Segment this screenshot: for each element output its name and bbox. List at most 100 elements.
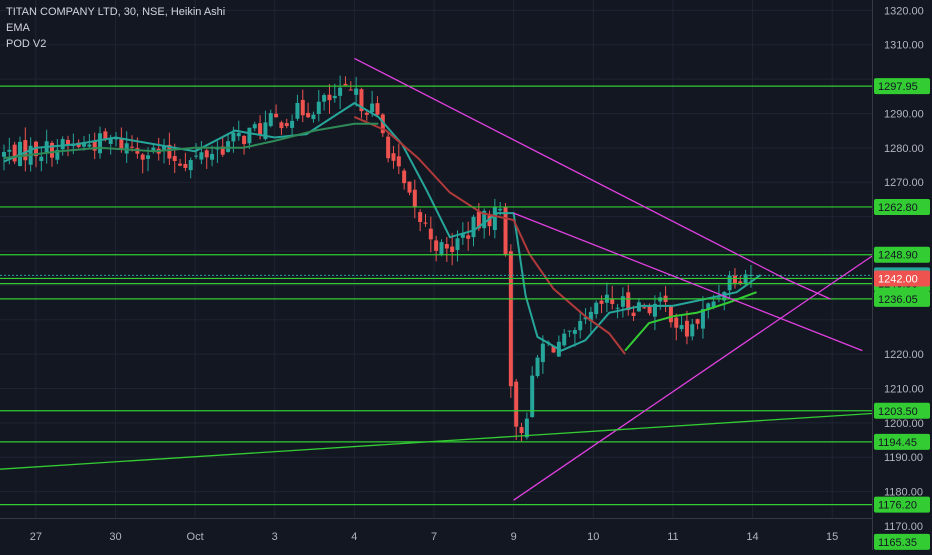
level-tag-bg: [874, 246, 930, 263]
candle-body: [412, 189, 417, 208]
candle-body: [535, 357, 540, 377]
candle-body: [668, 306, 673, 323]
candle-body: [188, 160, 193, 171]
candle-body: [146, 155, 151, 159]
ref-price-tag: 1242.00: [874, 270, 930, 287]
candle-body: [439, 242, 444, 255]
candle-body: [199, 152, 204, 160]
y-tick-label: 1190.00: [884, 452, 923, 464]
x-tick-label: 30: [109, 531, 121, 543]
candle-body: [263, 122, 268, 140]
x-ticks: 27 30 Oct 3 4 7 9 10 11 14 15: [30, 531, 839, 543]
ma-line-1: [354, 115, 626, 355]
candle-body: [348, 89, 353, 91]
candle-body: [268, 113, 273, 127]
x-tick-label: 15: [826, 531, 838, 543]
candle-body: [306, 112, 311, 118]
indicator-ema: EMA: [6, 22, 30, 34]
trendline-2: [513, 255, 873, 501]
candle-body: [284, 123, 289, 127]
candle-body: [247, 127, 252, 144]
candle-body: [108, 138, 113, 144]
candle-body: [594, 302, 599, 315]
level-tag-bg: [874, 78, 930, 95]
y-ticks: 1320.00 1310.00 1290.00 1280.00 1270.00 1220.…: [884, 5, 924, 533]
level-tag-text: 1165.35: [878, 537, 917, 549]
candle-body: [39, 156, 44, 162]
candle-body: [103, 131, 108, 139]
y-tick-label: 1200.00: [884, 418, 924, 430]
candle-body: [540, 343, 545, 363]
candle-body: [300, 99, 305, 116]
candle-body: [375, 103, 380, 115]
level-tag-text: 1194.45: [878, 437, 917, 449]
candle-body: [226, 141, 231, 152]
candle-body: [524, 418, 529, 438]
candle-body: [732, 275, 737, 284]
x-tick-label: 14: [746, 531, 758, 543]
level-tag: 1297.95: [874, 78, 930, 95]
candle-body: [455, 238, 460, 251]
candle-body: [466, 235, 471, 239]
y-tick-label: 1170.00: [884, 521, 923, 533]
candle-body: [258, 123, 263, 136]
candle-body: [167, 144, 172, 159]
candle-body: [551, 346, 556, 353]
x-tick-label: 10: [587, 531, 599, 543]
candle-body: [519, 427, 524, 434]
candle-body: [33, 141, 38, 157]
candle-body: [178, 163, 183, 166]
candle-body: [130, 146, 135, 148]
level-tag: 1262.80: [874, 198, 930, 215]
candle-body: [343, 83, 348, 86]
candle-body: [492, 206, 497, 231]
candle-body: [402, 170, 407, 184]
ma-line-2: [3, 122, 379, 160]
candle-body: [322, 95, 327, 102]
candle-body: [66, 139, 71, 145]
candle-body: [578, 320, 583, 331]
candle-body: [204, 150, 209, 158]
chart-legend: TITAN COMPANY LTD, 30, NSE, Heikin Ashi …: [6, 4, 225, 52]
candle-body: [428, 228, 433, 240]
time-axis: [0, 518, 872, 550]
candle-body: [252, 124, 257, 129]
candle-body: [364, 112, 369, 115]
candle-body: [370, 103, 375, 112]
level-tag-text: 1203.50: [878, 406, 918, 418]
candle-body: [290, 120, 295, 128]
candle-body: [311, 114, 316, 120]
y-tick-label: 1310.00: [884, 40, 924, 52]
level-tag-bg: [874, 496, 930, 513]
candle-body: [711, 301, 716, 308]
candle-body: [119, 139, 124, 149]
trendline-3: [0, 412, 873, 470]
x-tick-label: 27: [30, 531, 42, 543]
y-tick-label: 1210.00: [884, 383, 924, 395]
candle-body: [359, 89, 364, 112]
candle-body: [12, 144, 17, 162]
candle-body: [748, 274, 753, 276]
candle-body: [647, 305, 652, 314]
candle-body: [690, 324, 695, 337]
ma-line-0: [3, 101, 762, 352]
candle-body: [450, 246, 455, 252]
candle-body: [716, 297, 721, 299]
candle-body: [674, 317, 679, 328]
candle-body: [391, 153, 396, 161]
candle-body: [332, 95, 337, 99]
candle-body: [476, 211, 481, 229]
y-tick-label: 1270.00: [884, 177, 924, 189]
candle-body: [82, 142, 87, 147]
candle-body: [503, 207, 508, 255]
candle-body: [508, 251, 513, 387]
level-tag-bg: [874, 433, 930, 450]
trendline-0: [354, 57, 831, 300]
candle-body: [1, 152, 6, 157]
candle-body: [588, 311, 593, 322]
chart-title: TITAN COMPANY LTD, 30, NSE, Heikin Ashi: [6, 6, 226, 18]
candle-body: [210, 153, 215, 160]
x-tick-label: 11: [667, 531, 678, 543]
level-tag: 1165.35: [874, 533, 930, 550]
